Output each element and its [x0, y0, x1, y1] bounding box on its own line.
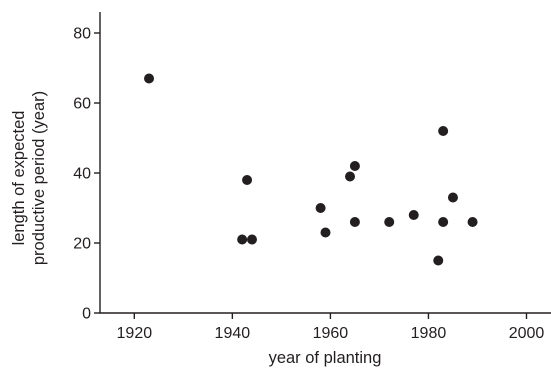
data-point: [315, 203, 326, 213]
data-point: [349, 217, 360, 227]
data-point: [320, 227, 331, 238]
data-point: [349, 161, 360, 171]
x-tick-label: 2000: [509, 325, 545, 342]
y-tick-label: 60: [73, 96, 91, 113]
data-point: [408, 210, 419, 220]
x-axis-title: year of planting: [269, 349, 382, 367]
x-tick-label: 1980: [411, 325, 447, 342]
data-point: [384, 217, 395, 227]
data-point: [438, 217, 449, 227]
x-tick-label: 1940: [215, 325, 251, 342]
x-tick-label: 1920: [117, 325, 153, 342]
y-tick-label: 20: [73, 236, 91, 253]
data-point: [246, 234, 257, 245]
y-tick-label: 40: [73, 166, 91, 183]
data-points: [144, 73, 478, 266]
data-point: [438, 126, 449, 136]
x-tick-label: 1960: [313, 325, 349, 342]
x-axis-ticks: 1920 1940 1960 1980 2000: [117, 313, 545, 342]
y-tick-label: 0: [82, 306, 91, 323]
data-point: [242, 175, 253, 185]
data-point: [144, 73, 155, 84]
data-point: [447, 192, 458, 203]
axis-frame: [99, 12, 551, 314]
data-point: [345, 171, 356, 182]
y-axis-ticks: 0 20 40 60 80: [73, 26, 100, 323]
y-axis-title-line-1: length of expected: [10, 111, 28, 246]
y-axis-title-line-2: productive period (year): [30, 91, 48, 265]
y-tick-label: 80: [73, 26, 91, 43]
data-point: [467, 217, 478, 227]
data-point: [433, 255, 444, 266]
data-point: [237, 234, 248, 245]
